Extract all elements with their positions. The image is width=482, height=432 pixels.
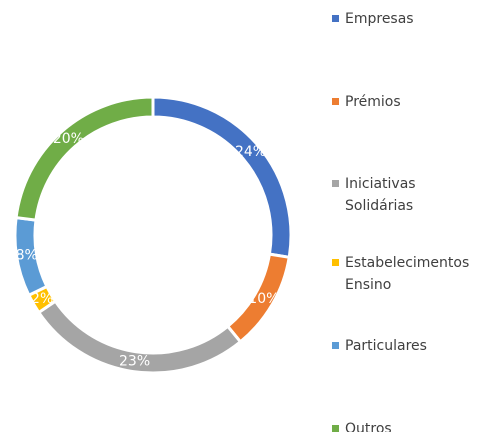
data-label: 24% (235, 144, 266, 160)
data-label: 2% (31, 291, 53, 307)
legend-item: Iniciativas Solidárias (332, 173, 477, 217)
data-label: 23% (119, 354, 150, 370)
data-label: 10% (248, 291, 279, 307)
legend-label: Empresas (345, 11, 414, 27)
legend-swatch (332, 342, 339, 349)
legend-item: Outros (332, 418, 477, 432)
legend-swatch (332, 425, 339, 432)
legend-item: Particulares (332, 335, 477, 357)
legend-swatch (332, 180, 339, 187)
legend-label: Prémios (345, 94, 401, 110)
legend-swatch (332, 98, 339, 105)
data-label: 8% (16, 248, 38, 264)
data-label: 20% (53, 131, 84, 147)
legend-swatch (332, 259, 339, 266)
donut: 24% 10% 23% 2% 8% 20% (13, 95, 293, 375)
legend-item: Empresas (332, 8, 477, 30)
legend-swatch (332, 15, 339, 22)
legend-label: Particulares (345, 338, 427, 354)
slice (151, 95, 293, 260)
legend-item: Estabelecimentos Ensino (332, 252, 477, 296)
legend-label: Estabelecimentos Ensino (345, 255, 470, 293)
legend-item: Prémios (332, 91, 477, 113)
slice (14, 95, 155, 222)
legend-label: Outros (345, 421, 392, 432)
legend-label: Iniciativas Solidárias (345, 176, 416, 214)
